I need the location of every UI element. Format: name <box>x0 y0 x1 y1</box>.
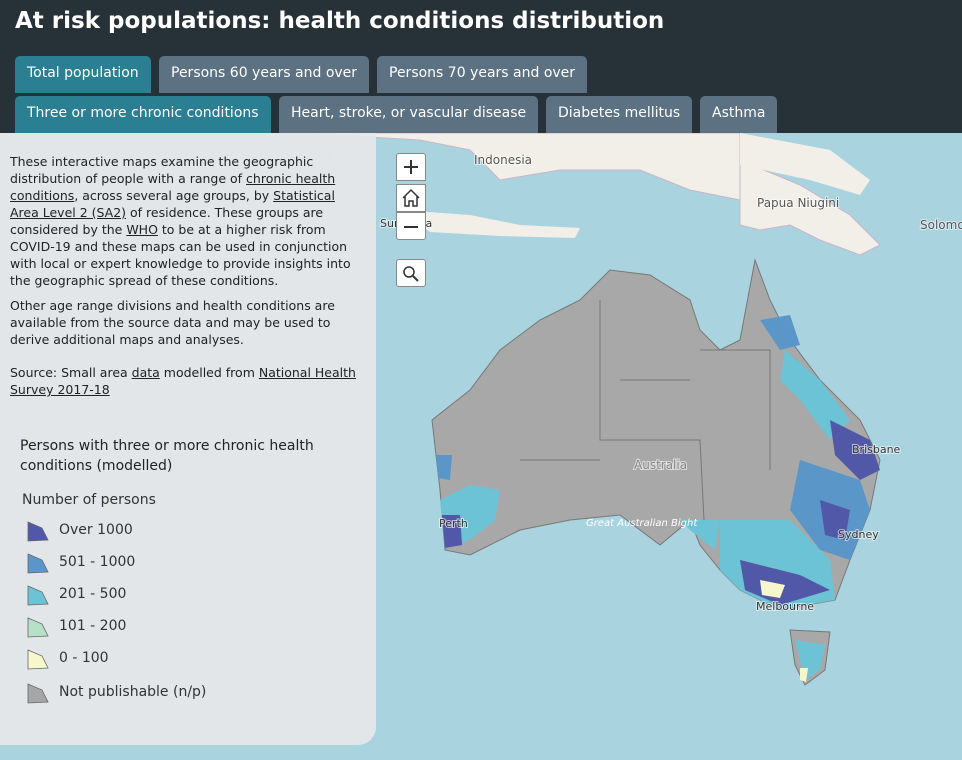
tab[interactable]: Diabetes mellitus <box>546 96 693 133</box>
paragraph: Other age range divisions and health con… <box>10 297 360 348</box>
swatch-shape <box>27 553 49 574</box>
swatch-shape <box>27 649 49 670</box>
paragraph: These interactive maps examine the geogr… <box>10 153 360 289</box>
swatch-shape <box>27 585 49 606</box>
region <box>436 455 452 480</box>
map-label: Melbourne <box>756 600 814 613</box>
region <box>800 668 808 682</box>
link[interactable]: National Health Survey 2017-18 <box>10 365 356 397</box>
header: At risk populations: health conditions d… <box>0 0 962 133</box>
tab[interactable]: Three or more chronic conditions <box>15 96 271 133</box>
map-label: Great Australian Bight <box>586 518 698 529</box>
legend-label: 0 - 100 <box>59 650 109 666</box>
legend-label: Over 1000 <box>59 522 133 538</box>
tab[interactable]: Heart, stroke, or vascular disease <box>279 96 539 133</box>
icon-minus <box>404 226 418 228</box>
map-label: Solomon Islands <box>920 218 962 232</box>
land-png-north <box>740 133 870 195</box>
text: Source: Small area <box>10 365 132 380</box>
swatch-shape <box>27 683 49 704</box>
legend-swatch <box>27 683 49 704</box>
legend-title: Persons with three or more chronic healt… <box>20 438 314 474</box>
tab[interactable]: Persons 60 years and over <box>159 56 370 93</box>
text: of residence. These groups are considere… <box>10 205 324 237</box>
side-panel: These interactive maps examine the geogr… <box>0 133 376 745</box>
tab[interactable]: Total population <box>15 56 151 93</box>
legend-swatch <box>27 585 49 606</box>
search-button[interactable] <box>396 259 426 287</box>
text: modelled from <box>159 365 259 380</box>
land-java <box>400 210 580 238</box>
legend-swatch <box>27 553 49 574</box>
region <box>780 350 850 440</box>
link[interactable]: WHO <box>126 222 158 237</box>
tab[interactable]: Persons 70 years and over <box>377 56 588 93</box>
swatch-shape <box>27 617 49 638</box>
link[interactable]: chronic health conditions <box>10 171 336 203</box>
map-label: Indonesia <box>474 153 532 167</box>
legend-label: Not publishable (n/p) <box>59 684 207 700</box>
icon-home <box>402 188 420 207</box>
legend-subtitle: Number of persons <box>22 492 156 508</box>
zoom-out-button[interactable] <box>396 212 426 240</box>
icon-plus <box>404 160 418 174</box>
link[interactable]: data <box>131 365 160 380</box>
land-png <box>739 159 881 256</box>
text: These interactive maps examine the geogr… <box>10 154 314 186</box>
legend-label: 201 - 500 <box>59 586 127 602</box>
icon-search <box>403 266 419 282</box>
link[interactable]: Statistical Area Level 2 (SA2) <box>10 188 335 220</box>
region <box>760 580 785 598</box>
paragraph: Source: Small area data modelled from Na… <box>10 364 360 398</box>
text: , across several age groups, by <box>74 188 274 203</box>
region <box>820 500 850 540</box>
map-label: Papua Niugini <box>757 196 839 210</box>
map-label: Perth <box>439 517 468 530</box>
legend-swatch <box>27 521 49 542</box>
text: Other age range divisions and health con… <box>10 298 335 347</box>
region <box>680 520 720 550</box>
map-label: Sydney <box>838 528 879 541</box>
region <box>442 515 462 548</box>
borders <box>520 300 771 541</box>
text: to be at a higher risk from COVID-19 and… <box>10 222 351 288</box>
page-title: At risk populations: health conditions d… <box>15 8 665 34</box>
map-label: Australia <box>634 458 687 472</box>
legend-label: 101 - 200 <box>59 618 127 634</box>
home-button[interactable] <box>396 184 426 212</box>
region <box>760 315 800 350</box>
tab[interactable]: Asthma <box>700 96 778 133</box>
legend-swatch <box>27 617 49 638</box>
legend-swatch <box>27 649 49 670</box>
map-label: Brisbane <box>852 443 901 456</box>
region <box>830 420 880 480</box>
swatch-shape <box>27 521 49 542</box>
zoom-in-button[interactable] <box>396 153 426 181</box>
legend-label: 501 - 1000 <box>59 554 136 570</box>
description: These interactive maps examine the geogr… <box>10 153 360 406</box>
